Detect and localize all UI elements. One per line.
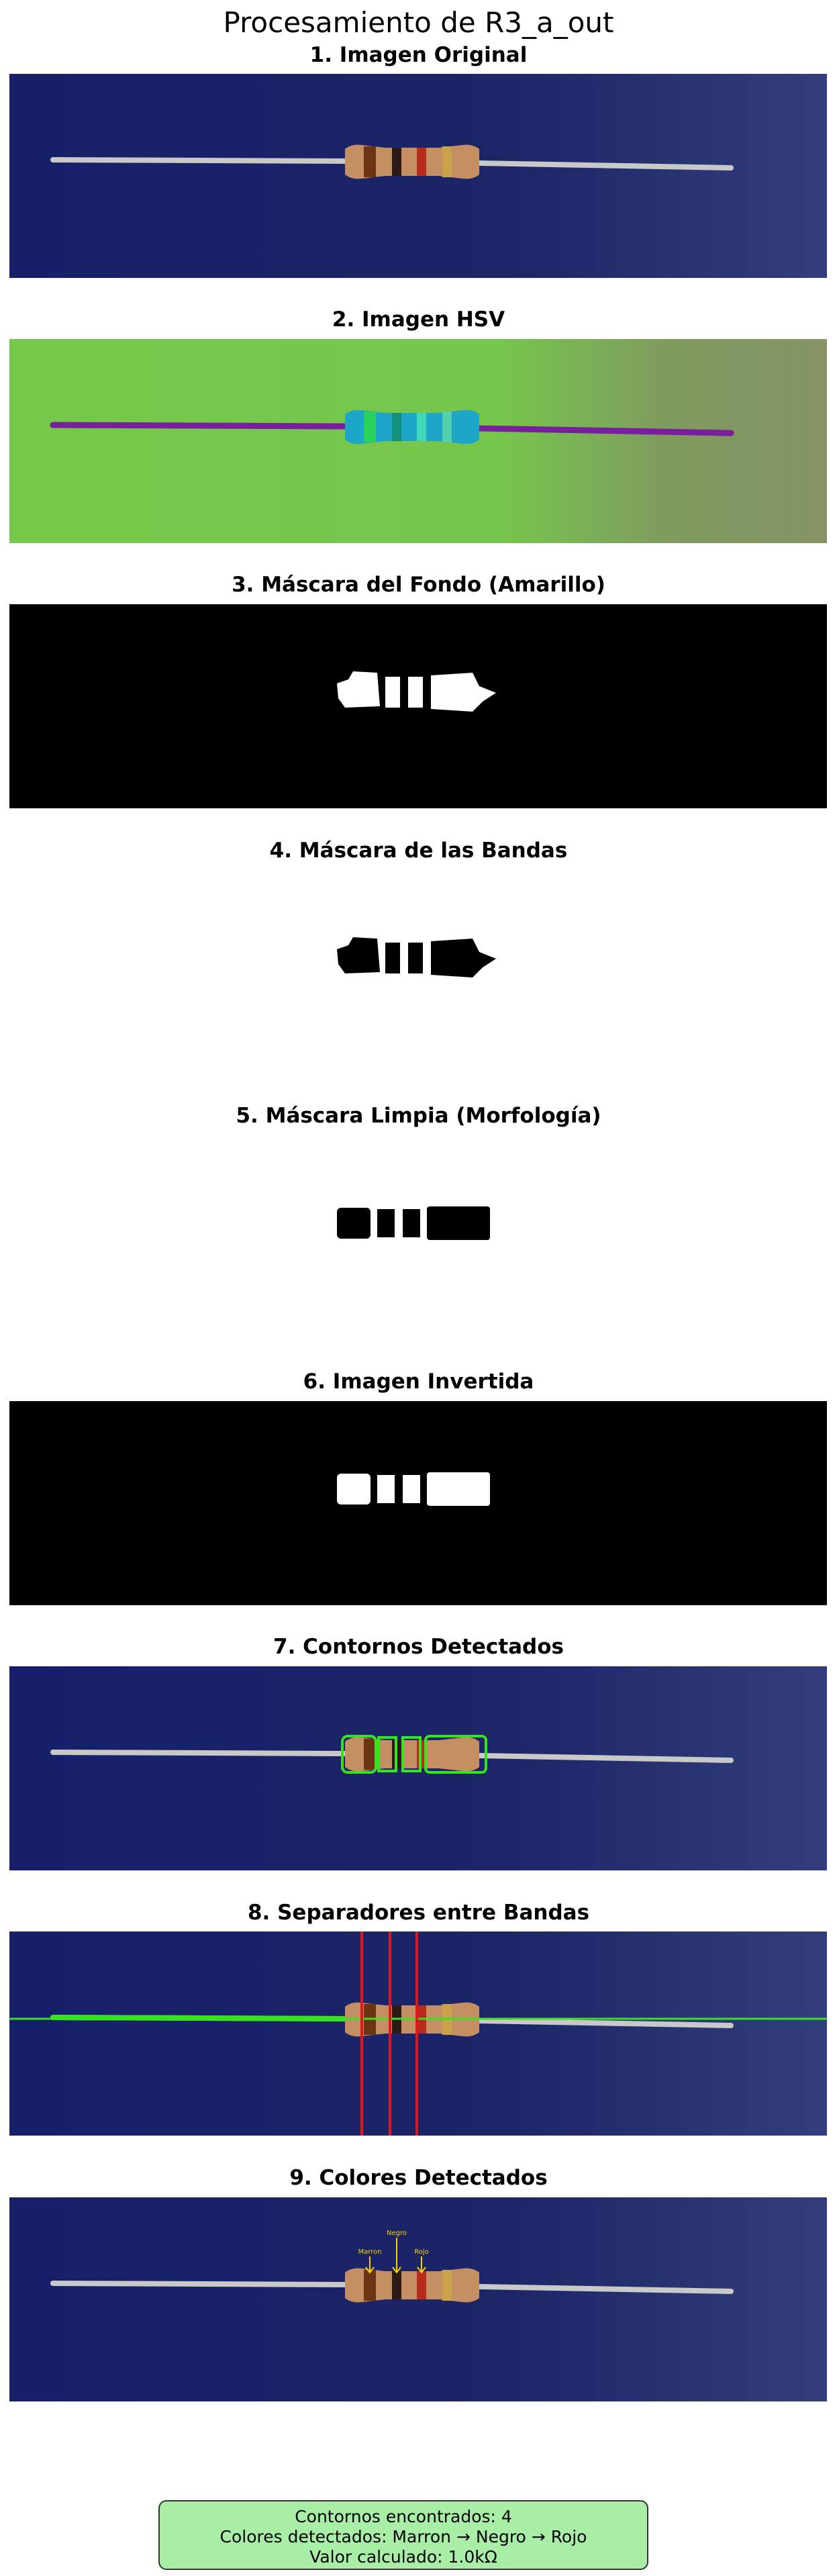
panel-title-bands-mask: 4. Máscara de las Bandas [269,839,568,863]
panel-title-contours: 7. Contornos Detectados [273,1635,564,1659]
panel-title-inverted: 6. Imagen Invertida [303,1370,534,1394]
calculated-value-text: Valor calculado: 1.0kΩ [309,2547,497,2567]
image-bands-mask [9,870,827,1074]
panel-title-clean-mask: 5. Máscara Limpia (Morfología) [236,1104,601,1128]
detected-colors-image: Marron Negro Rojo [9,2197,827,2401]
image-separators [9,1931,827,2136]
background-mask-image [9,604,827,808]
image-hsv [9,339,827,543]
contours-count-text: Contornos encontrados: 4 [295,2507,512,2526]
image-original [9,74,827,278]
resistor-original-image [9,74,827,278]
panel-title-separators: 8. Separadores entre Bandas [247,1901,590,1925]
contours-image [9,1666,827,1870]
panel-title-background-mask: 3. Máscara del Fondo (Amarillo) [232,573,605,597]
page-title: Procesamiento de R3_a_out [223,6,614,39]
resistor-hsv-image [9,339,827,543]
panel-title-detected-colors: 9. Colores Detectados [289,2166,548,2190]
image-detected-colors: Marron Negro Rojo [9,2197,827,2401]
band-label-negro: Negro [387,2230,407,2237]
bands-mask-image [9,870,827,1074]
results-summary-box: Contornos encontrados: 4 Colores detecta… [158,2500,648,2570]
image-background-mask [9,604,827,808]
image-inverted [9,1401,827,1605]
detected-colors-text: Colores detectados: Marron → Negro → Roj… [219,2527,587,2546]
band-label-rojo: Rojo [414,2248,429,2256]
inverted-image [9,1401,827,1605]
panel-title-original: 1. Imagen Original [309,43,528,67]
separators-image [9,1931,827,2136]
image-clean-mask [9,1135,827,1339]
panel-title-hsv: 2. Imagen HSV [332,307,505,332]
image-contours [9,1666,827,1870]
band-label-marron: Marron [358,2248,381,2256]
clean-mask-image [9,1135,827,1339]
